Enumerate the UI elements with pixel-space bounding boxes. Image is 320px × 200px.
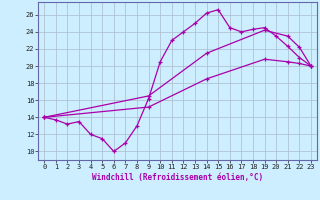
X-axis label: Windchill (Refroidissement éolien,°C): Windchill (Refroidissement éolien,°C) bbox=[92, 173, 263, 182]
